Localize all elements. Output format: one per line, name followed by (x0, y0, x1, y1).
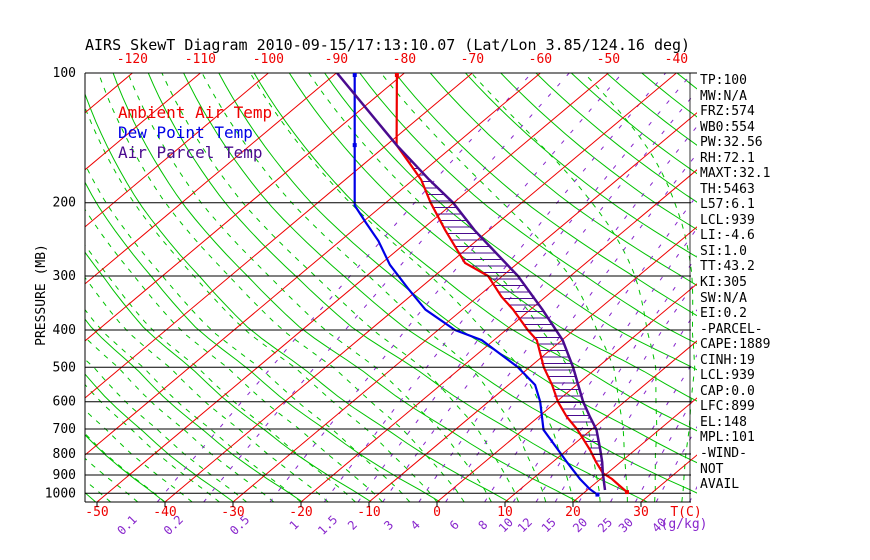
stat-row: MAXT:32.1 (700, 166, 771, 182)
mixing-ratio-label: 4 (408, 518, 423, 533)
stat-row: WB0:554 (700, 119, 755, 135)
stat-row: NOT (700, 461, 724, 477)
stat-row: TH:5463 (700, 181, 755, 197)
top-temp-label: -120 (117, 52, 148, 67)
pressure-tick-label: 900 (53, 468, 76, 483)
stat-row: EL:148 (700, 414, 747, 430)
bottom-temp-label: 30 (633, 505, 649, 520)
marker-ambient_air_temp (624, 490, 629, 495)
bottom-temp-label: 10 (497, 505, 513, 520)
marker-ambient_air_temp (394, 73, 399, 77)
pressure-lines (84, 72, 697, 503)
mixing-ratio-lines (156, 73, 697, 502)
bottom-temp-label: -20 (289, 505, 312, 520)
page-title: AIRS SkewT Diagram 2010-09-15/17:13:10.0… (85, 36, 691, 54)
curve-air_parcel_temp (336, 73, 607, 491)
bottom-temp-label: -50 (85, 505, 108, 520)
stat-row: TP:100 (700, 73, 747, 88)
stat-row: LFC:899 (700, 399, 755, 415)
pressure-tick-label: 100 (53, 66, 76, 81)
top-temp-label: -50 (597, 52, 620, 67)
legend-dew-point-temp: Dew Point Temp (118, 123, 253, 142)
stat-row: CAPE:1889 (700, 337, 771, 353)
stat-row: MW:N/A (700, 88, 747, 104)
top-temp-label: -100 (253, 52, 284, 67)
stat-row: LI:-4.6 (700, 228, 755, 244)
top-temp-label: -90 (325, 52, 348, 67)
bottom-temp-label: -40 (153, 505, 176, 520)
pressure-axis-title: PRESSURE (MB) (34, 244, 49, 346)
stat-row: -PARCEL- (700, 321, 763, 337)
bottom-temp-label: 20 (565, 505, 581, 520)
pressure-tick-label: 600 (53, 395, 76, 410)
stat-row: L57:6.1 (700, 197, 755, 213)
stat-row: PW:32.56 (700, 135, 763, 151)
top-temp-label: -80 (393, 52, 416, 67)
legend-ambient-air-temp: Ambient Air Temp (118, 103, 273, 122)
stat-row: LCL:939 (700, 368, 755, 384)
mixing-ratio-label: 3 (381, 518, 396, 533)
legend-air-parcel-temp: Air Parcel Temp (118, 143, 263, 162)
bottom-temp-label: -30 (221, 505, 244, 520)
pressure-tick-label: 200 (53, 196, 76, 211)
mixing-ratio-label: 25 (595, 515, 615, 535)
stat-row: MPL:101 (700, 430, 755, 446)
pressure-tick-label: 400 (53, 323, 76, 338)
mixing-ratio-label: 0.1 (114, 513, 139, 538)
top-temp-label: -40 (665, 52, 688, 67)
stat-row: TT:43.2 (700, 259, 755, 275)
stat-row: CAP:0.0 (700, 383, 755, 399)
mixing-ratio-label: 8 (476, 518, 491, 533)
top-temp-label: -110 (185, 52, 216, 67)
pressure-tick-label: 1000 (45, 486, 76, 501)
mixing-ratio-label: 12 (515, 515, 535, 535)
curve-ambient_air_temp (395, 73, 628, 493)
marker-dew_point_temp (352, 143, 357, 148)
pressure-tick-label: 500 (53, 360, 76, 375)
stat-row: SI:1.0 (700, 243, 747, 259)
stat-row: AVAIL (700, 477, 740, 493)
marker-dew_point_temp (352, 73, 357, 77)
mixing-ratio-label: 6 (447, 518, 462, 533)
mixing-ratio-label: 1.5 (315, 513, 340, 538)
stat-row: LCL:939 (700, 212, 755, 228)
stat-row: CINH:19 (700, 352, 755, 368)
stat-row: RH:72.1 (700, 150, 755, 166)
stat-row: -WIND- (700, 445, 747, 461)
stat-row: SW:N/A (700, 290, 747, 306)
curve-dew_point_temp (353, 73, 599, 496)
mixing-ratio-label: 15 (539, 515, 559, 535)
pressure-tick-label: 700 (53, 422, 76, 437)
mixing-unit-label: (g/kg) (661, 517, 708, 532)
stat-row: FRZ:574 (700, 104, 755, 120)
bottom-temp-label: 0 (433, 505, 441, 520)
temp-unit-label: T(C) (670, 505, 701, 520)
pressure-tick-label: 300 (53, 269, 76, 284)
top-temp-label: -70 (461, 52, 484, 67)
bottom-temp-label: -10 (357, 505, 380, 520)
axis-labels: 1002003004005006007008009001000PRESSURE … (34, 52, 707, 538)
marker-dew_point_temp (595, 492, 600, 497)
stat-row: KI:305 (700, 275, 747, 291)
isotherms (85, 73, 697, 502)
stat-row: EI:0.2 (700, 306, 747, 322)
dry-adiabats (85, 73, 697, 502)
pressure-tick-label: 800 (53, 447, 76, 462)
top-temp-label: -60 (529, 52, 552, 67)
